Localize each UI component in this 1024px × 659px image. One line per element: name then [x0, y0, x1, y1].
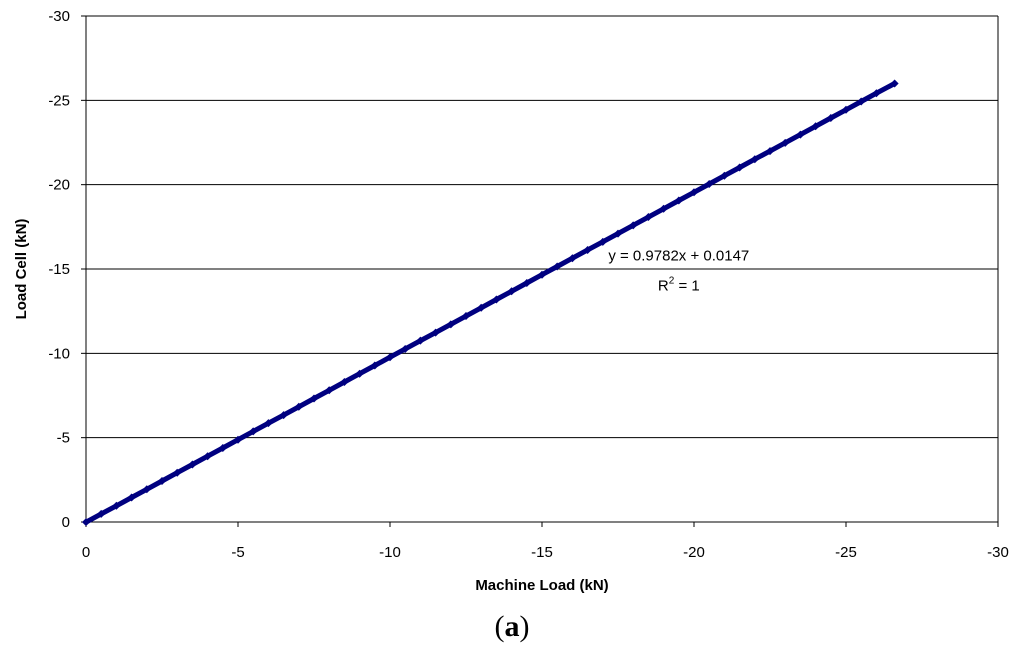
x-tick-label-5: -25: [835, 544, 857, 561]
data-point-19: [370, 361, 379, 370]
y-tick-label-4: -20: [48, 177, 70, 194]
y-tick-label-2: -10: [48, 345, 70, 362]
data-point-28: [507, 287, 516, 296]
y-tick-label-0: 0: [62, 514, 70, 531]
axes: [81, 15, 999, 527]
x-tick-label-0: 0: [82, 544, 90, 561]
chart-svg: 0 -5 -10 -15 -20 -25 -30 0 -5 -10 -15 -20 -25 -30 Mac…: [13, 8, 1009, 594]
r-squared-superscript: 2: [669, 276, 675, 287]
data-point-39: [674, 196, 683, 205]
data-point-18: [355, 369, 364, 378]
data-point-8: [203, 452, 212, 461]
tick-labels: 0 -5 -10 -15 -20 -25 -30 0 -5 -10 -15 -20 -25 -30: [48, 8, 1009, 561]
data-point-0: [82, 518, 90, 527]
data-point-53: [890, 79, 899, 88]
data-point-42: [720, 171, 729, 180]
trendline-equation: y = 0.9782x + 0.0147: [608, 248, 749, 265]
data-point-11: [249, 427, 258, 436]
data-point-14: [294, 402, 303, 411]
data-point-52: [872, 89, 881, 98]
data-point-26: [477, 303, 486, 312]
gridlines: [86, 15, 998, 439]
data-point-30: [538, 270, 546, 279]
y-tick-label-6: -30: [48, 8, 70, 25]
data-point-47: [796, 130, 805, 139]
data-point-29: [522, 278, 531, 287]
y-tick-label-1: -5: [57, 430, 70, 447]
data-point-2: [112, 501, 121, 510]
panel-caption: (a): [0, 610, 1024, 644]
data-point-43: [735, 163, 744, 172]
data-point-41: [705, 179, 714, 188]
data-point-9: [218, 443, 227, 452]
data-point-15: [310, 394, 318, 403]
data-point-25: [462, 312, 470, 321]
trendline-annotation: y = 0.9782x + 0.0147 R2 = 1: [608, 248, 749, 295]
data-point-13: [279, 411, 288, 420]
y-axis-title: Load Cell (kN): [13, 219, 30, 320]
data-point-40: [690, 188, 698, 197]
x-tick-label-4: -20: [683, 544, 705, 561]
data-point-1: [97, 509, 106, 518]
data-point-46: [781, 138, 790, 147]
data-point-35: [614, 229, 622, 238]
data-point-24: [446, 320, 455, 329]
chart-figure: 0 -5 -10 -15 -20 -25 -30 0 -5 -10 -15 -20 -25 -30 Mac…: [13, 8, 1009, 594]
data-point-16: [325, 386, 334, 395]
caption-letter: a: [504, 610, 520, 643]
data-point-36: [629, 221, 638, 230]
data-point-45: [766, 147, 774, 156]
y-tick-label-3: -15: [48, 261, 70, 278]
data-point-33: [583, 245, 592, 254]
data-point-27: [492, 295, 501, 304]
r-squared-label: R2 = 1: [658, 276, 700, 295]
data-point-17: [340, 378, 349, 387]
data-point-31: [553, 262, 562, 271]
data-point-7: [188, 460, 197, 469]
caption-open-paren: (: [494, 610, 505, 643]
data-point-34: [598, 237, 607, 246]
data-point-5: [158, 477, 166, 486]
x-axis-title: Machine Load (kN): [475, 577, 608, 594]
data-point-38: [659, 204, 668, 213]
data-point-22: [416, 336, 425, 345]
r-squared-prefix: R: [658, 278, 669, 295]
data-point-4: [142, 485, 151, 494]
data-point-3: [127, 493, 136, 502]
data-point-12: [264, 419, 273, 428]
data-point-20: [386, 353, 394, 362]
data-point-51: [857, 97, 866, 106]
r-squared-value: = 1: [674, 278, 699, 295]
data-point-23: [431, 328, 440, 337]
data-point-44: [750, 155, 759, 164]
data-point-6: [173, 468, 182, 477]
caption-close-paren: ): [519, 610, 530, 643]
data-point-37: [644, 213, 653, 222]
x-tick-label-2: -10: [379, 544, 401, 561]
data-point-50: [842, 105, 850, 114]
data-point-21: [401, 344, 410, 353]
data-point-10: [234, 435, 242, 444]
y-tick-label-5: -25: [48, 92, 70, 109]
data-point-48: [811, 122, 820, 131]
x-tick-label-3: -15: [531, 544, 553, 561]
data-point-32: [568, 254, 577, 263]
x-tick-label-1: -5: [231, 544, 244, 561]
data-series: [82, 79, 899, 527]
x-tick-label-6: -30: [987, 544, 1009, 561]
data-point-49: [826, 114, 835, 123]
